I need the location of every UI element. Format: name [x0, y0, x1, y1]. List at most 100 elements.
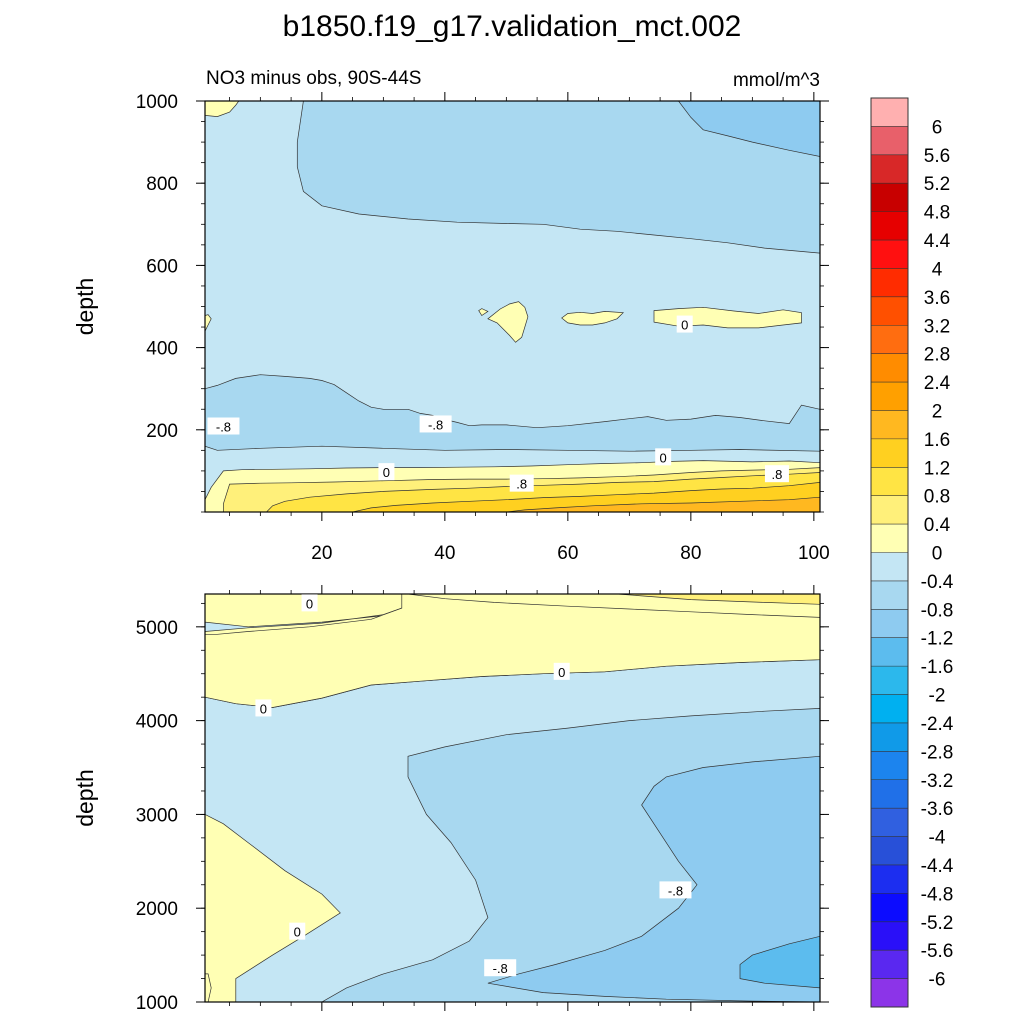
colorbar-swatch	[871, 240, 908, 269]
y-axis-label: depth	[72, 278, 98, 336]
contour-region	[487, 301, 529, 343]
contour-label-bg	[509, 474, 534, 492]
contour-region	[205, 314, 212, 332]
colorbar-label: -6	[929, 970, 946, 991]
y-tick-label: 2000	[136, 899, 178, 920]
colorbar-label: 4.4	[924, 231, 951, 252]
colorbar-swatch	[871, 722, 908, 752]
contour-label: 0	[558, 665, 565, 680]
colorbar-swatch	[871, 154, 908, 184]
contour-label: -.8	[216, 420, 231, 435]
colorbar-swatch	[871, 864, 908, 894]
colorbar-swatch	[871, 921, 908, 951]
colorbar-label: -3.2	[921, 771, 954, 792]
colorbar-swatch	[871, 268, 908, 298]
colorbar-swatch	[871, 836, 908, 866]
colorbar-label: -5.6	[921, 941, 954, 962]
contour-label-bg	[676, 315, 693, 333]
contour-region	[739, 935, 820, 989]
colorbar-swatch	[871, 779, 908, 809]
contour-label: .8	[516, 477, 527, 492]
contour-label: 0	[681, 318, 688, 333]
contour-region	[205, 594, 820, 708]
y-tick-label: 200	[146, 421, 178, 442]
contour-region	[653, 306, 802, 329]
colorbar-label: 2.8	[924, 345, 950, 366]
colorbar-label: -1.2	[921, 629, 954, 650]
colorbar-swatch	[871, 410, 908, 440]
colorbar-swatch	[871, 211, 908, 241]
colorbar-swatch	[871, 353, 908, 383]
x-tick-label: 20	[311, 543, 332, 564]
colorbar-label: -0.8	[921, 600, 954, 621]
y-tick-label: 5000	[136, 618, 178, 639]
colorbar-swatch	[871, 467, 908, 497]
x-tick-label: 80	[680, 543, 701, 564]
contour-label-bg	[419, 415, 452, 433]
contour-label-bg	[659, 881, 692, 899]
contour-label-bg	[655, 448, 672, 466]
contour-label: 0	[660, 450, 667, 465]
colorbar-label: -0.4	[921, 572, 954, 593]
colorbar-swatch	[871, 609, 908, 639]
upper-panel-plot: 200 400 600 800 1000 20 40 60 80 100 depth .8 .8 0 0 -.…	[72, 92, 830, 564]
colorbar-label: 4.8	[924, 203, 950, 224]
contour-label: 0	[383, 465, 390, 480]
colorbar-label: -1.6	[921, 657, 954, 678]
colorbar-label: 6	[932, 117, 943, 138]
contour-label-bg	[378, 463, 395, 481]
colorbar-swatch	[871, 438, 908, 468]
plot-frame	[204, 593, 821, 1003]
y-tick-label: 400	[146, 339, 178, 360]
contour-region	[561, 311, 624, 326]
colorbar-swatch	[871, 893, 908, 923]
y-tick-label: 600	[146, 256, 178, 277]
units-label: mmol/m^3	[733, 70, 820, 91]
colorbar-swatch	[871, 495, 908, 525]
colorbar-label: 0	[932, 544, 943, 565]
contour-region	[487, 755, 820, 1002]
colorbar-label: -2.8	[921, 742, 954, 763]
colorbar-swatch	[871, 950, 908, 979]
contour-label: 0	[306, 596, 313, 611]
colorbar-label: -5.2	[921, 913, 954, 934]
contour-label-bg	[289, 922, 306, 940]
contour-region	[678, 101, 820, 157]
contour-label: -.8	[668, 883, 683, 898]
colorbar-label: 5.2	[924, 174, 950, 195]
contour-region	[478, 308, 489, 316]
panel-subtitle: NO3 minus obs, 90S-44S	[206, 68, 421, 89]
contour-label: 0	[294, 925, 301, 940]
contour-label-bg	[207, 417, 240, 435]
colorbar-label: 3.6	[924, 288, 950, 309]
colorbar-swatch	[871, 637, 908, 667]
colorbar-swatch	[871, 666, 908, 695]
contour-label-bg	[484, 959, 517, 977]
colorbar-label: 1.6	[924, 430, 950, 451]
contour-label-bg	[764, 465, 789, 483]
contour-label: -.8	[493, 961, 508, 976]
x-tick-label: 100	[798, 543, 830, 564]
colorbar-swatch	[871, 325, 908, 355]
colorbar-swatch	[871, 808, 908, 837]
colorbar-swatch	[871, 580, 908, 610]
contour-region	[205, 973, 212, 1002]
figure-title: b1850.f19_g17.validation_mct.002	[283, 10, 742, 43]
contour-region	[205, 374, 820, 452]
colorbar-swatch	[871, 524, 908, 553]
contour-label: .8	[772, 467, 783, 482]
y-axis-label: depth	[72, 769, 98, 827]
colorbar-label: 2	[932, 401, 943, 422]
colorbar-label: 5.6	[924, 146, 950, 167]
contour-label: -.8	[428, 417, 443, 432]
colorbar-label: 4	[932, 259, 943, 280]
colorbar-swatch	[871, 382, 908, 411]
colorbar-label: -4	[929, 828, 946, 849]
contour-label-bg	[553, 662, 570, 680]
x-tick-label: 60	[557, 543, 578, 564]
colorbar-label: 0.8	[924, 487, 950, 508]
colorbar-swatch	[871, 552, 908, 582]
contour-label-bg	[301, 594, 318, 612]
colorbar-label: -2.4	[921, 714, 954, 735]
